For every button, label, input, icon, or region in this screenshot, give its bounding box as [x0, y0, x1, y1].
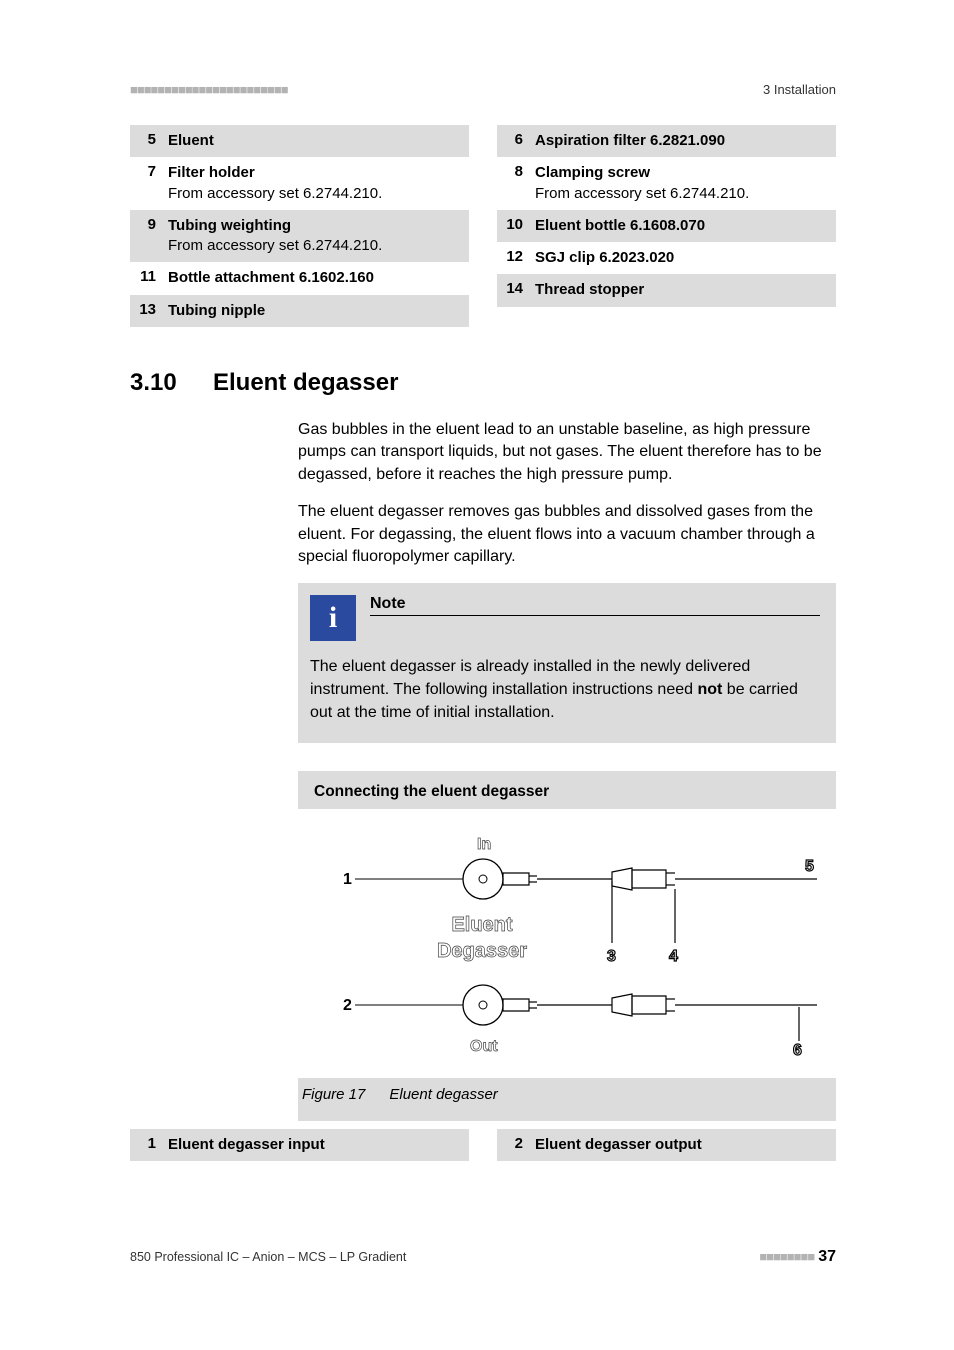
parts-col-right: 2 Eluent degasser output — [497, 1129, 836, 1161]
part-num: 6 — [503, 131, 535, 148]
paragraph: The eluent degasser removes gas bubbles … — [298, 501, 836, 569]
svg-text:Degasser: Degasser — [437, 940, 527, 962]
footer-dashes: ■■■■■■■■ — [759, 1249, 814, 1264]
section-title: Eluent degasser — [213, 369, 398, 397]
svg-text:4: 4 — [669, 948, 678, 965]
svg-text:Eluent: Eluent — [451, 914, 512, 936]
part-num: 2 — [503, 1135, 535, 1152]
top-tube: 3 4 5 — [503, 858, 817, 965]
part-text: Bottle attachment 6.1602.160 — [168, 268, 459, 288]
part-text: SGJ clip 6.2023.020 — [535, 248, 826, 268]
part-num: 14 — [503, 280, 535, 297]
figure-caption: Figure 17Eluent degasser — [298, 1078, 836, 1103]
note-box: i Note The eluent degasser is already in… — [298, 583, 836, 743]
part-row: 12 SGJ clip 6.2023.020 — [497, 242, 836, 274]
info-icon: i — [310, 595, 356, 641]
note-title: Note — [370, 595, 820, 616]
parts-col-left: 1 Eluent degasser input — [130, 1129, 469, 1161]
section-heading: 3.10 Eluent degasser — [130, 369, 836, 397]
part-num: 8 — [503, 163, 535, 180]
part-row: 9 Tubing weightingFrom accessory set 6.2… — [130, 210, 469, 263]
page-header: ■■■■■■■■■■■■■■■■■■■■■■■ 3 Installation — [130, 82, 836, 97]
figure: In Eluent Degasser Out 1 2 — [298, 809, 836, 1078]
part-text: Tubing weightingFrom accessory set 6.274… — [168, 216, 459, 257]
svg-text:3: 3 — [607, 948, 616, 965]
svg-text:5: 5 — [805, 858, 814, 875]
header-dashes: ■■■■■■■■■■■■■■■■■■■■■■■ — [130, 82, 288, 97]
page-number: 37 — [818, 1248, 836, 1266]
svg-text:In: In — [477, 836, 491, 853]
part-text: Eluent bottle 6.1608.070 — [535, 216, 826, 236]
header-chapter: 3 Installation — [763, 82, 836, 97]
svg-text:2: 2 — [343, 997, 352, 1014]
part-num: 5 — [136, 131, 168, 148]
part-num: 13 — [136, 301, 168, 318]
parts-legend-bottom: 1 Eluent degasser input 2 Eluent degasse… — [130, 1129, 836, 1161]
part-text: Tubing nipple — [168, 301, 459, 321]
svg-text:1: 1 — [343, 871, 352, 888]
part-num: 11 — [136, 268, 168, 285]
bottom-tube: 6 — [503, 994, 817, 1059]
note-text: The eluent degasser is already installed… — [310, 655, 820, 725]
part-row: 10 Eluent bottle 6.1608.070 — [497, 210, 836, 242]
part-row: 1 Eluent degasser input — [130, 1129, 469, 1161]
part-text: Clamping screwFrom accessory set 6.2744.… — [535, 163, 826, 204]
paragraph: Gas bubbles in the eluent lead to an uns… — [298, 419, 836, 487]
page-footer: 850 Professional IC – Anion – MCS – LP G… — [130, 1248, 836, 1266]
part-row: 13 Tubing nipple — [130, 295, 469, 327]
svg-text:Out: Out — [470, 1038, 498, 1055]
part-row: 7 Filter holderFrom accessory set 6.2744… — [130, 157, 469, 210]
parts-legend-top: 5 Eluent 7 Filter holderFrom accessory s… — [130, 125, 836, 327]
part-row: 5 Eluent — [130, 125, 469, 157]
part-text: Thread stopper — [535, 280, 826, 300]
note-header: i Note — [310, 595, 820, 641]
part-num: 1 — [136, 1135, 168, 1152]
procedure-box: Connecting the eluent degasser In Eluent… — [298, 771, 836, 1121]
section-number: 3.10 — [130, 369, 185, 397]
part-num: 10 — [503, 216, 535, 233]
part-row: 11 Bottle attachment 6.1602.160 — [130, 262, 469, 294]
part-row: 8 Clamping screwFrom accessory set 6.274… — [497, 157, 836, 210]
part-text: Eluent — [168, 131, 459, 151]
part-text: Eluent degasser input — [168, 1135, 459, 1155]
footer-title: 850 Professional IC – Anion – MCS – LP G… — [130, 1250, 406, 1264]
page: ■■■■■■■■■■■■■■■■■■■■■■■ 3 Installation 5… — [0, 0, 954, 1161]
procedure-title: Connecting the eluent degasser — [298, 771, 836, 809]
part-num: 12 — [503, 248, 535, 265]
part-text: Filter holderFrom accessory set 6.2744.2… — [168, 163, 459, 204]
body-content: Gas bubbles in the eluent lead to an uns… — [298, 419, 836, 1121]
parts-col-left: 5 Eluent 7 Filter holderFrom accessory s… — [130, 125, 469, 327]
part-text: Eluent degasser output — [535, 1135, 826, 1155]
part-row: 2 Eluent degasser output — [497, 1129, 836, 1161]
eluent-degasser-diagram: In Eluent Degasser Out 1 2 — [307, 823, 827, 1068]
part-row: 6 Aspiration filter 6.2821.090 — [497, 125, 836, 157]
part-text: Aspiration filter 6.2821.090 — [535, 131, 826, 151]
svg-text:6: 6 — [793, 1042, 802, 1059]
part-row: 14 Thread stopper — [497, 274, 836, 306]
parts-col-right: 6 Aspiration filter 6.2821.090 8 Clampin… — [497, 125, 836, 327]
part-num: 9 — [136, 216, 168, 233]
part-num: 7 — [136, 163, 168, 180]
